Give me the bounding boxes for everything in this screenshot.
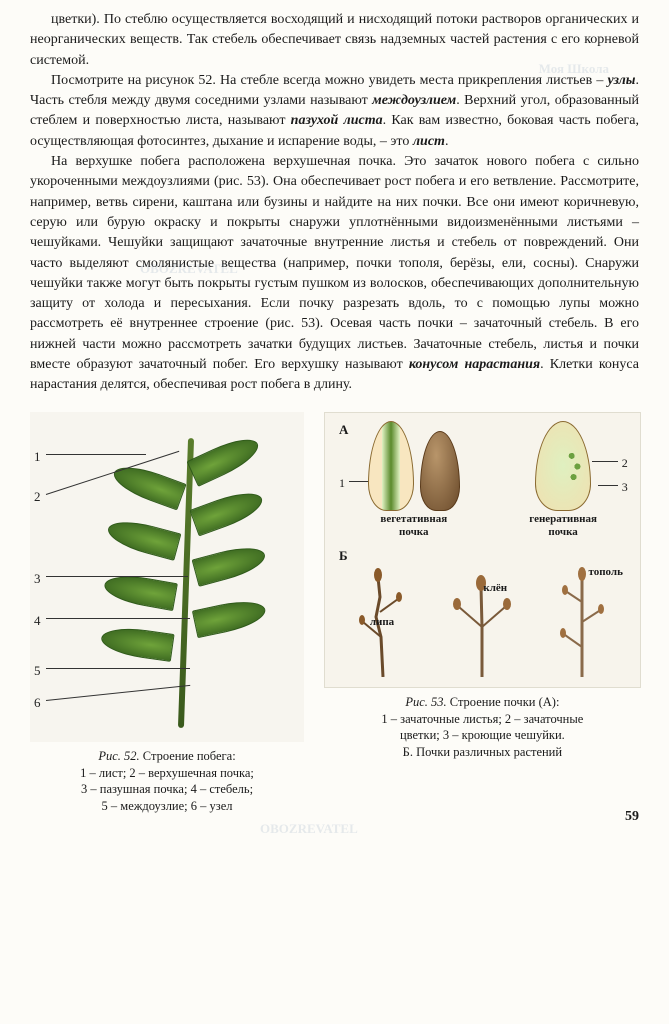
paragraph-3: На верхушке побега расположена верхушечн… (30, 152, 639, 396)
twig-lipa: липа (348, 567, 418, 677)
generative-bud-section (535, 421, 591, 511)
leaf (192, 541, 269, 587)
veg-bud-label: вегетативная почка (380, 513, 447, 538)
buds-diagram: А 1 вегетативная почка (324, 412, 641, 688)
label-line (46, 668, 190, 669)
twig-label-topol: тополь (588, 565, 622, 581)
figure-53: А 1 вегетативная почка (324, 412, 641, 762)
leaf (192, 596, 268, 638)
fig52-label-2: 2 (34, 488, 41, 507)
vegetative-bud-section (368, 421, 414, 511)
row-b: Б липа (333, 547, 632, 677)
gen-bud-group: генеративная почка (529, 421, 597, 538)
watermark: OBOZREVATEL (260, 820, 358, 839)
fig53-callout-3: 3 (622, 479, 628, 496)
leaf (100, 625, 175, 663)
fig52-label-5: 5 (34, 662, 41, 681)
fig52-caption: Рис. 52. Строение побега: 1 – лист; 2 – … (30, 748, 304, 816)
fig52-label-3: 3 (34, 570, 41, 589)
veg-bud-group: вегетативная почка (368, 421, 460, 538)
figures-row: 1 2 3 4 5 6 Рис. 52. Строение побега: 1 … (30, 412, 639, 816)
label-line (46, 684, 190, 700)
label-line (598, 485, 618, 486)
leaf (186, 431, 263, 487)
row-a: А 1 вегетативная почка (333, 419, 632, 539)
flower-primordia (566, 440, 585, 493)
twig-klen: клён (447, 567, 517, 677)
gen-bud-label: генеративная почка (529, 513, 597, 538)
paragraph-2: Посмотрите на рисунок 52. На стебле всег… (30, 71, 639, 152)
twig-topol: тополь (547, 567, 617, 677)
fig53-callout-1: 1 (339, 475, 345, 492)
leaf (104, 515, 181, 561)
twig-label-klen: клён (483, 581, 507, 597)
leaf (110, 460, 187, 511)
label-line (46, 618, 190, 619)
fig53-caption: Рис. 53. Строение почки (А): 1 – зачаточ… (324, 694, 641, 762)
label-line (46, 454, 146, 455)
paragraph-1: цветки). По стеблю осуществляется восход… (30, 10, 639, 71)
panel-letter-a: А (339, 421, 348, 440)
textbook-page: Моя Школа OBOZREVATEL Моя Школа OBOZREVA… (0, 0, 669, 835)
leaf (189, 486, 266, 537)
fig53-callout-2: 2 (622, 455, 628, 472)
body-text: цветки). По стеблю осуществляется восход… (30, 10, 639, 396)
fig52-label-1: 1 (34, 448, 41, 467)
twig-label-lipa: липа (370, 615, 394, 631)
fig52-label-4: 4 (34, 612, 41, 631)
panel-letter-b: Б (339, 547, 348, 566)
fig52-label-6: 6 (34, 694, 41, 713)
plant-diagram: 1 2 3 4 5 6 (30, 412, 304, 742)
vegetative-bud-closed (420, 431, 460, 511)
label-line (592, 461, 618, 462)
page-number: 59 (625, 807, 639, 827)
figure-52: 1 2 3 4 5 6 Рис. 52. Строение побега: 1 … (30, 412, 304, 816)
label-line (46, 576, 188, 577)
